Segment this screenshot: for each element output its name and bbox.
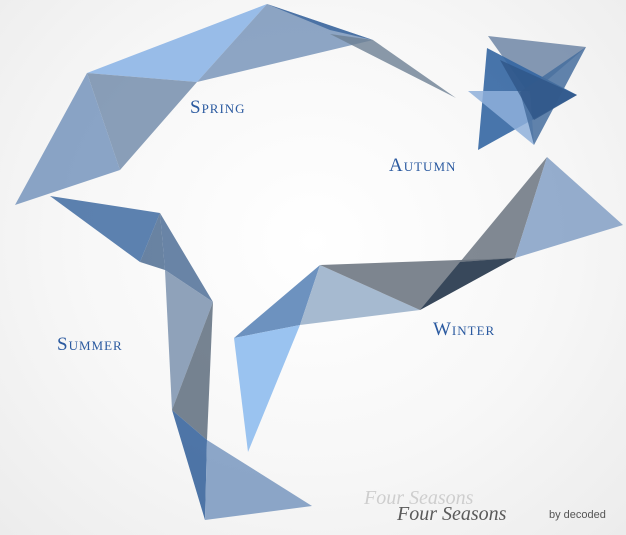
summer-facet — [172, 410, 207, 520]
summer-facet — [50, 196, 160, 262]
spring-link[interactable]: Spring — [190, 97, 246, 118]
byline: by decoded — [549, 509, 606, 521]
winter-facet — [515, 157, 623, 258]
summer-shape[interactable] — [50, 196, 312, 520]
spring-shape[interactable] — [15, 4, 456, 205]
summer-facet — [205, 440, 312, 520]
autumn-link[interactable]: Autumn — [389, 155, 457, 176]
spring-facet — [197, 4, 373, 82]
summer-facet — [165, 270, 213, 410]
winter-link[interactable]: Winter — [433, 319, 496, 340]
spring-facet — [87, 73, 197, 170]
spring-facet — [87, 4, 267, 82]
brand-title-shadow: Four Seasons — [364, 487, 474, 509]
summer-facet — [172, 302, 213, 440]
winter-facet — [300, 265, 420, 325]
winter-facet — [420, 258, 515, 310]
spring-facet — [15, 73, 120, 205]
winter-shape[interactable] — [234, 157, 623, 452]
winter-facet — [234, 265, 320, 338]
autumn-facet — [468, 91, 534, 145]
spring-facet — [267, 4, 373, 40]
autumn-facet — [500, 60, 577, 120]
summer-facet — [160, 213, 213, 302]
brand-title: Four Seasons — [397, 503, 507, 525]
autumn-facet — [488, 36, 586, 95]
winter-facet — [234, 325, 300, 452]
summer-facet — [140, 213, 165, 270]
spring-facet — [330, 34, 456, 98]
summer-link[interactable]: Summer — [57, 334, 123, 355]
winter-facet — [460, 157, 547, 262]
autumn-shape[interactable] — [468, 36, 586, 150]
